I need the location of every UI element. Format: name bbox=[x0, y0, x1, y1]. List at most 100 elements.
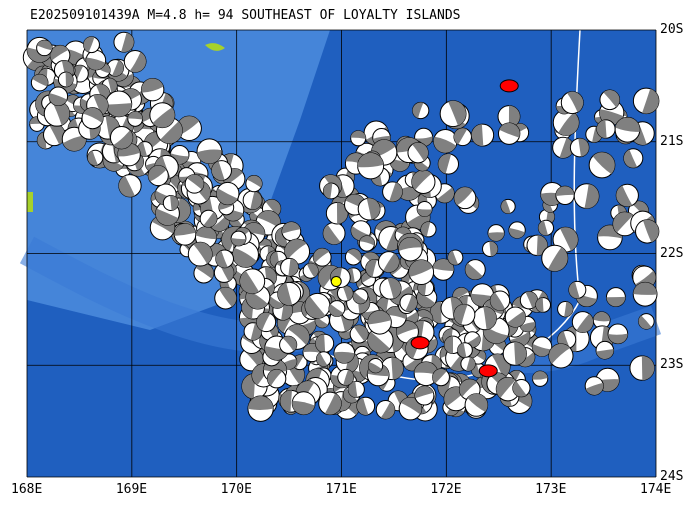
focal-mechanism bbox=[196, 138, 223, 165]
focal-mechanism bbox=[256, 312, 277, 333]
focal-mechanism bbox=[412, 101, 430, 120]
focal-mechanism bbox=[127, 111, 144, 127]
focal-mechanism bbox=[316, 351, 332, 367]
focal-mechanism bbox=[607, 323, 629, 345]
focal-mechanism bbox=[118, 174, 142, 198]
focal-mechanism bbox=[48, 86, 69, 107]
focal-mechanism bbox=[471, 123, 495, 147]
focal-mechanism bbox=[500, 198, 516, 215]
focal-mechanism bbox=[635, 219, 660, 244]
focal-mechanism bbox=[532, 370, 549, 387]
lon-label: 173E bbox=[535, 482, 567, 497]
focal-mechanism bbox=[605, 287, 626, 307]
focal-mechanism bbox=[106, 59, 125, 77]
focal-mechanism bbox=[302, 262, 319, 279]
lat-label: 22S bbox=[660, 245, 684, 261]
focal-mechanism bbox=[199, 209, 218, 228]
focal-mechanism bbox=[595, 340, 615, 360]
focal-mechanism bbox=[242, 190, 263, 211]
focal-mechanism bbox=[377, 251, 400, 273]
focal-mechanism bbox=[629, 355, 655, 381]
focal-mechanism bbox=[36, 39, 53, 57]
focal-mechanism bbox=[487, 224, 505, 242]
map-title: E202509101439A M=4.8 h= 94 SOUTHEAST OF … bbox=[30, 8, 461, 23]
focal-mechanism bbox=[632, 87, 660, 115]
highlighted-event-icon bbox=[410, 336, 430, 350]
focal-mechanism bbox=[281, 221, 302, 242]
focal-mechanism bbox=[245, 175, 263, 193]
focal-mechanism bbox=[555, 185, 575, 206]
focal-mechanism bbox=[215, 249, 234, 269]
focal-mechanism bbox=[109, 126, 134, 150]
focal-mechanism bbox=[87, 149, 104, 166]
focal-mechanism bbox=[453, 303, 476, 326]
focal-mechanism bbox=[375, 399, 396, 420]
focal-mechanism bbox=[162, 194, 179, 211]
island bbox=[27, 192, 33, 212]
focal-mechanism bbox=[367, 327, 394, 354]
focal-mechanism bbox=[571, 311, 594, 333]
focal-mechanism bbox=[541, 244, 569, 272]
lon-label: 171E bbox=[325, 482, 357, 497]
focal-mechanism bbox=[420, 221, 437, 238]
focal-mechanism bbox=[176, 115, 202, 141]
focal-mechanism bbox=[336, 285, 354, 302]
focal-mechanism bbox=[437, 153, 460, 175]
focal-mechanism bbox=[214, 286, 237, 310]
focal-mechanism bbox=[333, 342, 356, 364]
focal-mechanism bbox=[357, 152, 385, 180]
island bbox=[205, 43, 225, 51]
focal-mechanism bbox=[349, 324, 369, 344]
focal-mechanism bbox=[568, 280, 587, 299]
focal-mechanism bbox=[43, 100, 70, 127]
focal-mechanism bbox=[508, 221, 526, 239]
focal-mechanism bbox=[357, 197, 381, 221]
focal-mechanism bbox=[187, 241, 213, 267]
focal-mechanism bbox=[382, 181, 403, 203]
focal-mechanism bbox=[277, 281, 302, 306]
focal-mechanism bbox=[304, 292, 331, 319]
focal-mechanism bbox=[322, 182, 340, 200]
focal-mechanism bbox=[569, 137, 590, 158]
focal-mechanism bbox=[411, 169, 436, 194]
focal-mechanism bbox=[211, 160, 232, 181]
focal-mechanism bbox=[113, 31, 135, 53]
focal-mechanism bbox=[105, 90, 133, 118]
lat-label: 20S bbox=[660, 22, 684, 37]
focal-mechanism bbox=[247, 395, 274, 422]
focal-mechanism bbox=[83, 36, 100, 54]
focal-mechanism bbox=[398, 396, 423, 421]
main-event-star-icon bbox=[330, 275, 342, 287]
lon-label: 168E bbox=[11, 482, 43, 497]
focal-mechanism bbox=[502, 341, 527, 366]
highlighted-event-icon bbox=[499, 79, 519, 93]
focal-mechanism bbox=[489, 290, 511, 311]
focal-mechanism bbox=[312, 247, 332, 267]
focal-mechanism bbox=[512, 379, 531, 398]
focal-mechanism bbox=[588, 151, 616, 179]
focal-mechanism bbox=[347, 380, 365, 398]
focal-mechanism bbox=[352, 288, 369, 305]
focal-mechanism bbox=[367, 310, 392, 335]
focal-mechanism bbox=[407, 142, 429, 164]
focal-mechanism bbox=[552, 136, 574, 159]
focal-mechanism bbox=[184, 174, 205, 194]
focal-mechanism bbox=[535, 297, 552, 313]
lat-label: 23S bbox=[660, 357, 684, 373]
focal-mechanism bbox=[367, 357, 384, 374]
focal-mechanism bbox=[230, 230, 247, 247]
focal-mechanism bbox=[531, 336, 553, 357]
lon-label: 170E bbox=[220, 482, 252, 497]
focal-mechanism bbox=[123, 50, 147, 73]
focal-mechanism bbox=[350, 130, 367, 147]
focal-mechanism bbox=[560, 91, 584, 115]
focal-mechanism bbox=[358, 235, 376, 252]
focal-mechanism bbox=[548, 343, 574, 369]
focal-mechanism bbox=[537, 219, 555, 236]
focal-mechanism bbox=[596, 119, 616, 139]
focal-mechanism bbox=[173, 223, 197, 246]
focal-mechanism bbox=[266, 369, 287, 389]
focal-mechanism bbox=[398, 236, 423, 262]
focal-mechanism bbox=[43, 123, 66, 147]
focal-mechanism bbox=[482, 240, 499, 257]
